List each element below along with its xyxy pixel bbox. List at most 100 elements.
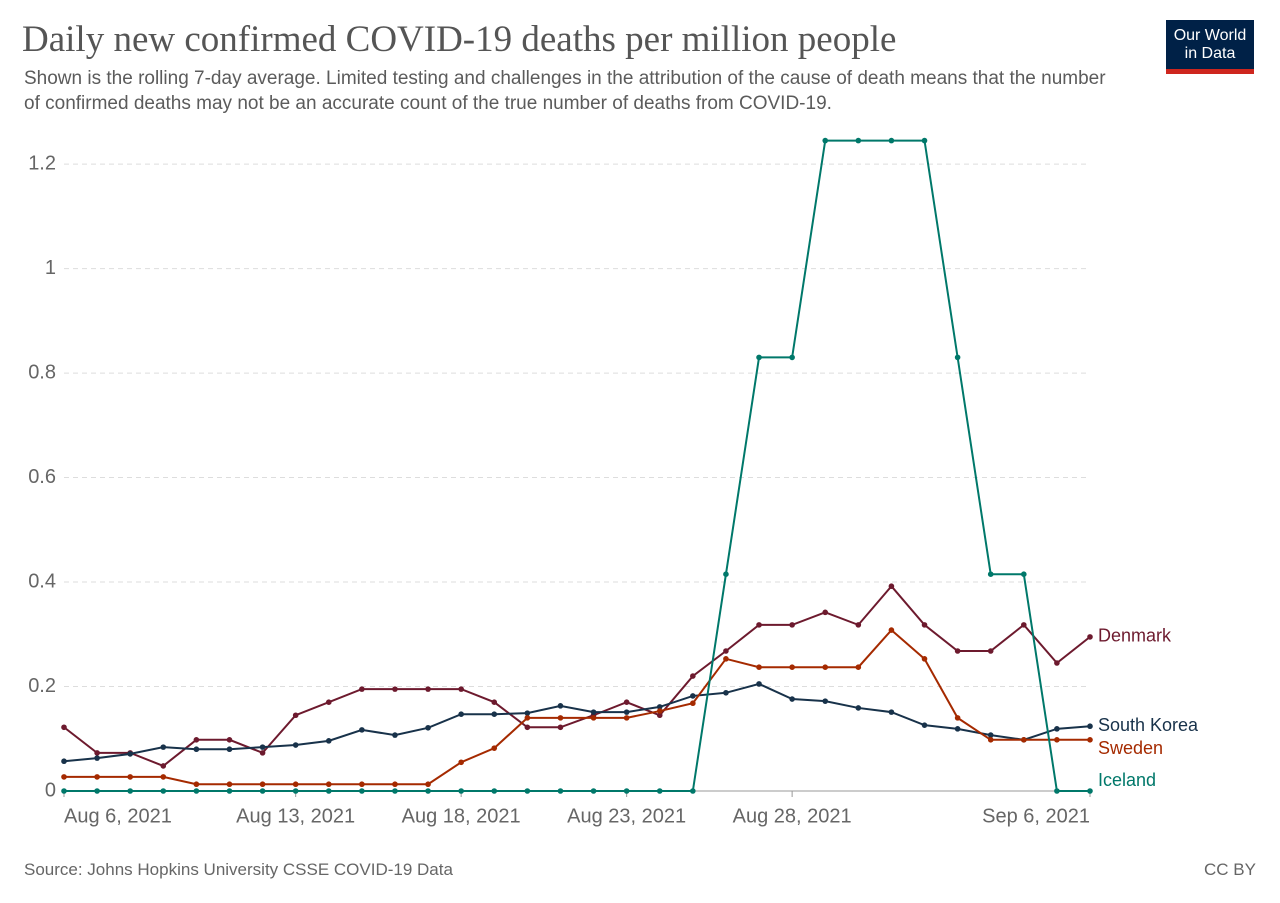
data-point <box>94 750 100 756</box>
data-point <box>325 788 332 794</box>
data-point <box>359 788 365 794</box>
data-point <box>756 622 762 628</box>
data-point <box>822 137 829 144</box>
data-point <box>656 788 663 794</box>
data-point <box>954 726 961 732</box>
data-point <box>359 686 365 692</box>
data-point <box>226 788 233 794</box>
data-point <box>425 781 431 788</box>
data-point <box>1021 571 1027 578</box>
data-point <box>61 724 67 731</box>
data-point <box>921 656 928 662</box>
data-point <box>392 686 398 692</box>
data-point <box>259 750 266 756</box>
x-tick-label: Aug 28, 2021 <box>733 805 852 827</box>
data-point <box>127 751 133 757</box>
data-point <box>127 774 133 780</box>
data-point <box>623 788 630 794</box>
data-point <box>259 781 266 788</box>
data-point <box>987 648 994 654</box>
data-point <box>822 698 829 704</box>
data-point <box>623 709 630 715</box>
data-point <box>458 788 464 794</box>
data-point <box>259 788 266 794</box>
y-tick-label: 0.6 <box>28 466 56 488</box>
data-point <box>590 715 597 721</box>
y-tick-label: 0.4 <box>28 570 56 592</box>
data-point <box>292 788 299 794</box>
data-point <box>888 627 895 633</box>
data-point <box>226 781 233 788</box>
data-point <box>359 781 365 788</box>
data-point <box>491 699 498 705</box>
data-point <box>61 788 67 794</box>
data-point <box>954 354 961 361</box>
data-point <box>160 744 167 750</box>
data-point <box>921 622 928 628</box>
data-point <box>855 705 862 711</box>
data-point <box>822 664 829 670</box>
data-point <box>458 686 464 692</box>
data-point <box>458 711 464 718</box>
series-line <box>63 584 1091 768</box>
data-point <box>623 699 630 705</box>
data-point <box>1054 726 1060 732</box>
data-point <box>723 571 729 578</box>
y-tick-label: 0.8 <box>28 361 56 383</box>
data-point <box>61 774 67 780</box>
x-tick-label: Aug 6, 2021 <box>64 805 172 827</box>
license[interactable]: CC BY <box>1204 860 1256 879</box>
data-point <box>690 693 696 699</box>
data-point <box>888 709 895 715</box>
data-point <box>921 722 928 728</box>
logo[interactable]: Our World in Data <box>1166 20 1254 74</box>
series-line <box>64 139 1090 792</box>
data-point <box>723 656 729 662</box>
data-point <box>524 715 531 721</box>
data-point <box>954 648 961 654</box>
data-point <box>954 715 961 721</box>
data-point <box>789 354 795 361</box>
data-point <box>1087 634 1093 640</box>
data-point <box>1021 737 1027 743</box>
legend-label: Denmark <box>1098 626 1172 646</box>
data-point <box>557 724 564 731</box>
data-point <box>1054 788 1060 794</box>
data-point <box>590 788 597 794</box>
data-point <box>524 710 531 716</box>
data-point <box>94 755 100 761</box>
x-tick-label: Aug 23, 2021 <box>567 805 686 827</box>
data-point <box>259 744 266 750</box>
data-point <box>855 622 862 628</box>
data-point <box>656 708 663 714</box>
data-point <box>855 664 862 670</box>
data-point <box>359 727 365 733</box>
data-point <box>292 742 299 748</box>
data-point <box>690 673 696 679</box>
data-point <box>425 686 431 692</box>
y-tick-label: 0.2 <box>28 675 56 697</box>
data-point <box>292 781 299 788</box>
data-point <box>127 788 133 794</box>
chart-subtitle: Shown is the rolling 7-day average. Limi… <box>24 68 1106 114</box>
data-point <box>789 696 795 702</box>
data-point <box>160 788 167 794</box>
data-point <box>524 788 531 794</box>
data-point <box>987 732 994 738</box>
data-point <box>292 712 299 719</box>
y-tick-label: 1 <box>45 257 56 279</box>
data-point <box>723 689 729 696</box>
data-point <box>656 712 663 719</box>
data-point <box>623 715 630 721</box>
data-point <box>94 788 100 794</box>
x-tick-label: Aug 18, 2021 <box>402 805 521 827</box>
legend-label: South Korea <box>1098 715 1199 735</box>
data-point <box>392 781 398 788</box>
data-point <box>226 746 233 753</box>
data-point <box>656 704 663 710</box>
data-point <box>855 137 862 144</box>
data-point <box>160 774 167 780</box>
data-point <box>425 724 431 731</box>
data-point <box>193 781 200 788</box>
